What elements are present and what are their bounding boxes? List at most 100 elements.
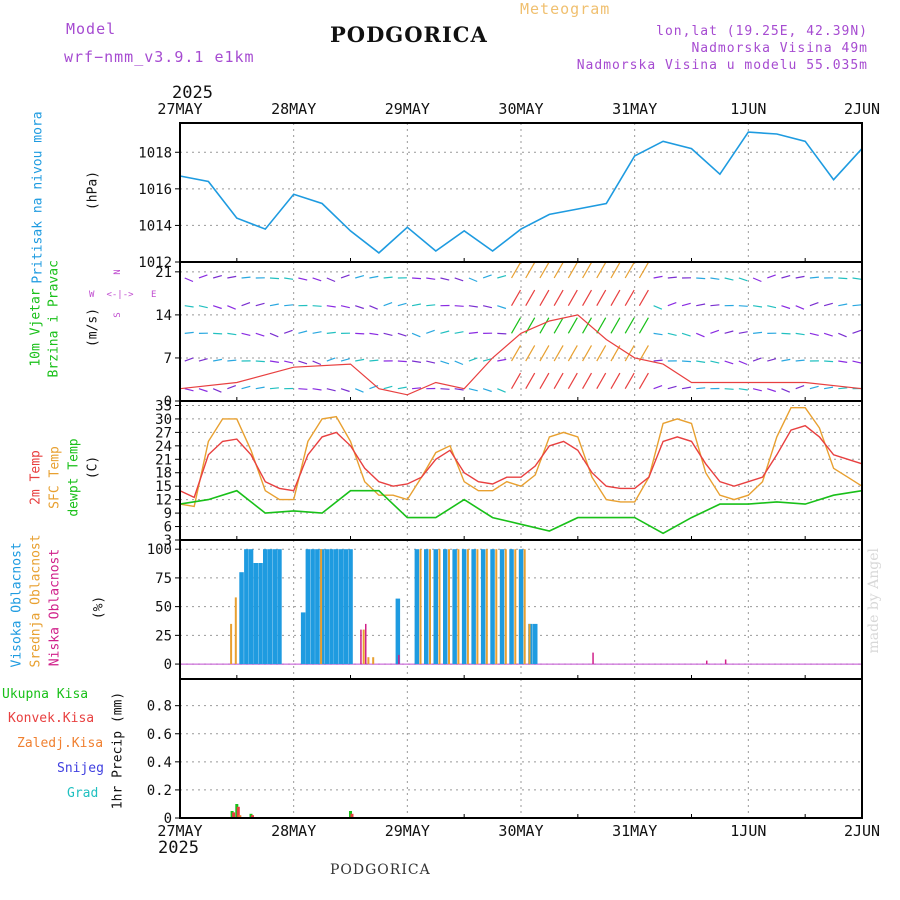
cloud-bar xyxy=(452,549,457,665)
temperature-tick-label: 18 xyxy=(155,466,172,482)
wind-barb xyxy=(638,289,649,306)
wind-barb xyxy=(795,332,805,336)
wind-barb xyxy=(738,331,748,334)
wind-barb xyxy=(440,388,450,390)
wind-barb xyxy=(667,276,677,279)
compass-north: N xyxy=(113,269,123,274)
cloud-tick-label: 50 xyxy=(155,600,172,616)
wind-barb xyxy=(355,358,365,362)
wind-barb xyxy=(255,360,265,363)
wind-barb xyxy=(269,387,279,390)
wind-barb xyxy=(696,332,705,338)
cloud-bar xyxy=(334,549,339,665)
cloud-bar xyxy=(324,549,330,665)
wind-barb xyxy=(411,332,421,338)
wind-barb xyxy=(752,277,762,283)
footer-city: PODGORICA xyxy=(330,862,431,878)
wind-barb xyxy=(312,277,322,282)
cloud-bar xyxy=(480,549,486,665)
wind-barb xyxy=(852,277,862,280)
wind-barb xyxy=(184,305,194,308)
cloud-bar xyxy=(424,549,429,665)
cloud-bar xyxy=(518,549,524,665)
cloud-bar xyxy=(466,549,469,665)
temperature-tick-label: 27 xyxy=(155,425,172,441)
cloud-bar xyxy=(485,549,488,665)
wind-barb xyxy=(624,345,635,362)
date-label-top: 31MAY xyxy=(612,100,657,118)
wind-barb xyxy=(681,386,692,390)
wind-barb xyxy=(227,385,237,390)
wind-barb xyxy=(198,274,208,279)
wind-barb xyxy=(539,317,550,334)
temperature-tick-label: 33 xyxy=(155,398,172,414)
wind-barb xyxy=(497,358,507,362)
wind-barb xyxy=(298,388,308,390)
wind-barb xyxy=(198,358,208,362)
wind-barb xyxy=(340,274,350,279)
wind-barb xyxy=(582,372,593,389)
wind-barb xyxy=(824,360,834,363)
wind-barb xyxy=(213,358,223,362)
wind-barb xyxy=(269,332,279,338)
temperature-frame xyxy=(179,400,863,541)
temperature-tick-label: 21 xyxy=(155,452,172,468)
wind-barb xyxy=(511,372,522,389)
wind-barb xyxy=(653,275,663,279)
cloud-bar xyxy=(315,549,320,665)
wind-tick-label: 14 xyxy=(155,308,172,324)
wind-barb xyxy=(667,385,677,390)
wind-barb xyxy=(511,317,522,334)
cloud-bar xyxy=(320,549,323,665)
wind-barb xyxy=(567,262,578,279)
temperature-tick-label: 6 xyxy=(164,520,172,536)
date-label-top: 29MAY xyxy=(385,100,430,118)
wind-barb xyxy=(468,331,478,334)
wind-barb xyxy=(525,345,536,362)
wind-barb xyxy=(511,345,522,362)
wind-barb xyxy=(426,329,435,334)
wind-barb xyxy=(696,387,706,390)
cloud-bar xyxy=(433,549,438,665)
wind-barb xyxy=(440,360,450,365)
wind-barb xyxy=(383,276,393,279)
wind-barb xyxy=(198,388,208,393)
wind-barb xyxy=(582,345,593,362)
cloud-bar xyxy=(365,623,367,665)
cloud-bar xyxy=(514,549,517,665)
wind-barb xyxy=(355,275,365,279)
cloud-bar xyxy=(263,549,268,665)
wind-barb xyxy=(283,329,293,334)
wind-barb xyxy=(838,387,848,390)
temperature-tick-label: 12 xyxy=(155,493,172,509)
wind-barb xyxy=(553,345,564,362)
wind-barb xyxy=(198,305,208,309)
wind-barb xyxy=(213,332,223,335)
date-label-bottom: 30MAY xyxy=(498,822,543,840)
cloud-bar xyxy=(348,549,353,665)
wind-barb xyxy=(298,277,308,281)
compass-west: W xyxy=(89,290,95,300)
wind-barb xyxy=(255,302,265,307)
temperature-tick-label: 30 xyxy=(155,412,172,428)
wind-barb xyxy=(539,345,550,362)
wind-barb xyxy=(412,387,422,390)
wind-barb xyxy=(567,372,578,389)
wind-barb xyxy=(539,372,550,389)
cloud-bar xyxy=(343,549,348,665)
wind-barb xyxy=(184,331,194,334)
wind-barb xyxy=(610,372,621,389)
wind-barb xyxy=(567,345,578,362)
cloud-bar xyxy=(398,654,400,665)
wind-barb xyxy=(653,305,663,310)
cloud-bar xyxy=(490,549,495,665)
date-label-top: 2JUN xyxy=(844,100,880,118)
cloud-bar xyxy=(395,598,401,665)
wind-barb xyxy=(340,358,350,362)
cloud-bar xyxy=(239,572,244,665)
wind-barb xyxy=(667,332,677,336)
wind-barb xyxy=(241,332,251,336)
cloud-bar xyxy=(338,549,344,665)
wind-barb xyxy=(824,386,834,390)
dewpt-line xyxy=(179,489,863,535)
